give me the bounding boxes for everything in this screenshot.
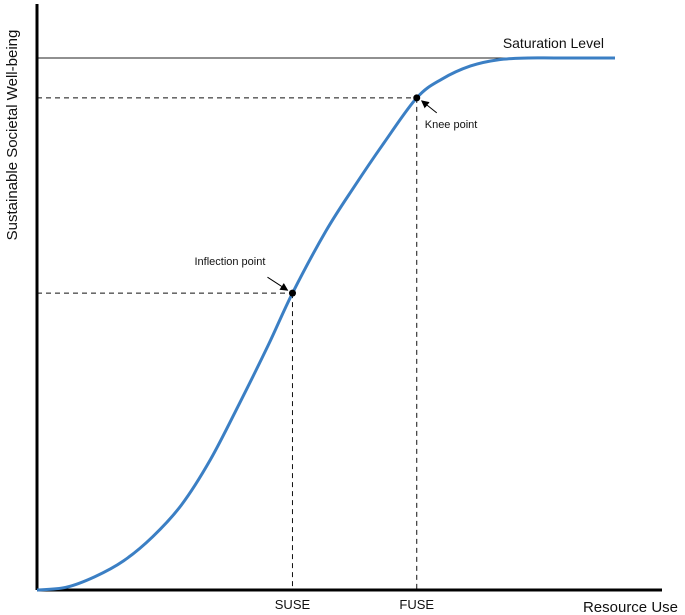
point-marker-0	[288, 289, 296, 297]
saturation-label: Saturation Level	[503, 35, 604, 51]
labels-group: Inflection point Knee point Saturation Lev…	[4, 30, 678, 615]
x-tick-label-0: SUSE	[275, 597, 311, 612]
x-axis-label: Resource Use	[583, 599, 678, 615]
point-arrow-0	[267, 276, 289, 291]
point-arrow-1	[420, 100, 438, 114]
point-label-1: Knee point	[425, 119, 478, 131]
guide-lines	[37, 57, 606, 590]
well-being-curve	[36, 56, 615, 592]
point-marks	[267, 94, 438, 297]
point-label-0: Inflection point	[194, 256, 265, 268]
y-axis-label: Sustainable Societal Well-being	[4, 30, 21, 241]
x-tick-label-1: FUSE	[399, 597, 434, 612]
point-marker-1	[413, 94, 421, 102]
axes	[35, 4, 662, 592]
series-group	[36, 56, 615, 592]
